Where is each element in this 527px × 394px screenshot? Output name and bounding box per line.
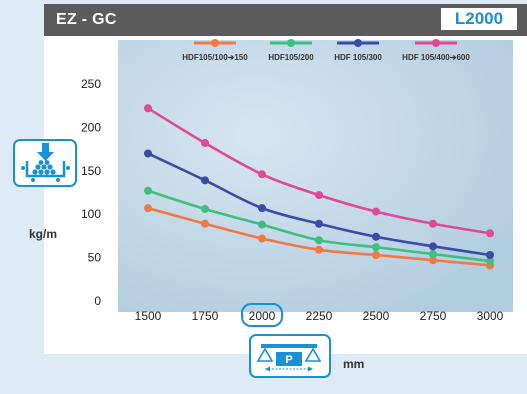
load-icon-box [13, 139, 77, 187]
distributed-load-icon [21, 143, 70, 182]
data-point [144, 104, 152, 113]
x-tick-label: 2500 [363, 309, 390, 323]
data-point [315, 245, 323, 254]
y-tick-label: 250 [81, 77, 101, 91]
plot-area [118, 40, 513, 312]
y-axis: 0 50 100 150 200 250 [81, 77, 101, 308]
data-point [201, 219, 209, 228]
y-tick-label: 200 [81, 120, 101, 134]
x-tick-label: 1750 [192, 309, 219, 323]
data-point [258, 170, 266, 179]
legend-label: HDF105/100➔150 [182, 53, 248, 62]
data-point [372, 243, 380, 252]
data-point [486, 257, 494, 266]
data-point [486, 229, 494, 238]
y-tick-label: 100 [81, 207, 101, 221]
data-point [429, 242, 437, 251]
chart-title: EZ - GC [56, 11, 117, 28]
legend-swatch-marker [432, 39, 440, 47]
x-unit-label: mm [343, 357, 365, 371]
x-tick-highlight [241, 303, 283, 327]
data-point [201, 204, 209, 213]
legend: HDF105/100➔150 HDF105/200 HDF 105/300 HDF 1… [182, 39, 470, 62]
data-point [258, 234, 266, 243]
data-point [258, 220, 266, 229]
data-point [258, 204, 266, 213]
data-point [315, 236, 323, 245]
series-layer [144, 104, 494, 270]
legend-swatch-marker [287, 39, 295, 47]
data-point [429, 219, 437, 228]
legend-label: HDF 105/400➔600 [402, 53, 470, 62]
span-icon-box: P [249, 334, 331, 378]
data-point [315, 219, 323, 228]
data-point [486, 250, 494, 259]
x-tick-label: 1500 [135, 309, 162, 323]
x-axis: 1500 1750 2000 2250 2500 2750 3000 [135, 303, 504, 327]
x-tick-label: 2750 [420, 309, 447, 323]
legend-swatch-marker [354, 39, 362, 47]
data-point [144, 149, 152, 158]
data-point [372, 207, 380, 216]
data-point [201, 176, 209, 185]
y-tick-label: 150 [81, 164, 101, 178]
x-tick-label: 2000 [249, 309, 276, 323]
data-point [372, 250, 380, 259]
legend-swatch-marker [211, 39, 219, 47]
x-tick-label: 3000 [477, 309, 504, 323]
y-unit-label: kg/m [29, 227, 58, 241]
legend-label: HDF105/200 [268, 53, 314, 62]
data-point [315, 191, 323, 200]
model-badge: L2000 [441, 8, 517, 30]
span-pitch-label: P [285, 354, 292, 366]
data-point [372, 232, 380, 241]
data-point [144, 186, 152, 195]
data-point [429, 250, 437, 259]
x-tick-label: 2250 [306, 309, 333, 323]
data-point [144, 204, 152, 213]
legend-label: HDF 105/300 [334, 53, 382, 62]
data-point [201, 139, 209, 148]
span-pitch-icon: P [256, 344, 322, 372]
y-tick-label: 50 [88, 251, 102, 265]
y-tick-label: 0 [94, 294, 101, 308]
data-point [429, 256, 437, 265]
